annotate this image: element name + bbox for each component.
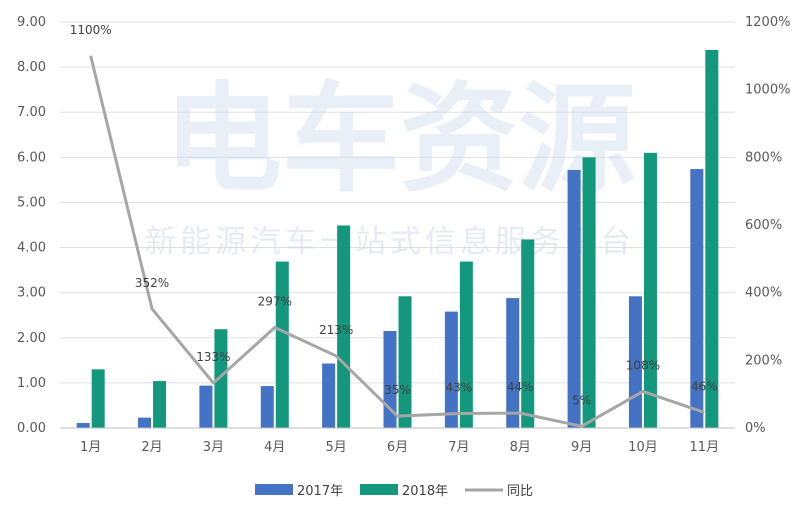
legend: 2017年 2018年 同比 [255,484,533,499]
bar-2017 [260,386,274,428]
y-right-tick-label: 800% [745,150,782,165]
bar-2017 [76,423,90,428]
x-tick-label: 7月 [448,440,469,455]
y-right-tick-label: 200% [745,353,782,368]
y-left-tick-label: 6.00 [17,150,46,165]
y-left-tick-label: 4.00 [17,241,46,256]
yoy-data-label: 133% [196,350,230,364]
x-tick-label: 4月 [264,440,285,455]
bar-2017 [138,417,152,428]
bar-2018 [153,381,167,428]
watermark: 电车资源 新能源汽车一站式信息服务平台 [145,70,636,260]
yoy-data-label: 297% [258,295,292,309]
bar-2018 [337,225,351,428]
x-tick-label: 1月 [80,440,101,455]
y-left-tick-label: 3.00 [17,286,46,301]
legend-label: 2018年 [402,484,448,499]
x-tick-label: 11月 [690,440,720,455]
yoy-data-label: 213% [319,323,353,337]
yoy-data-label: 108% [626,358,660,372]
bar-2017 [506,298,520,428]
y-right-tick-label: 0% [745,421,766,436]
axes: 0.00 1.00 2.00 3.00 4.00 5.00 6.00 7.00 8.00 9.00… [17,15,790,455]
yoy-data-label: 35% [384,383,411,397]
bar-2017 [322,363,336,428]
bar-2018 [398,296,412,428]
yoy-line [89,55,705,428]
x-tick-label: 6月 [387,440,408,455]
legend-label: 2017年 [297,484,343,499]
bar-2018 [459,261,473,428]
yoy-data-label: 43% [446,380,473,394]
watermark-brand: 电车资源 [164,70,636,208]
yoy-line-layer: 1100% 352% 133% 297% 213% 35% 43% 44% 5% 108% 46% [70,23,718,428]
bar-2017 [567,169,581,428]
x-tick-label: 10月 [628,440,658,455]
y-left-tick-label: 8.00 [17,60,46,75]
bar-2018 [91,369,105,428]
gridlines [60,21,735,429]
bar-2018 [214,329,228,428]
bar-2018 [643,152,657,429]
watermark-tagline: 新能源汽车一站式信息服务平台 [145,224,635,260]
x-tick-label: 3月 [203,440,224,455]
y-left-tick-label: 7.00 [17,105,46,120]
bar-2018 [275,261,289,428]
y-left-tick-label: 0.00 [17,421,46,436]
x-tick-label: 8月 [510,440,531,455]
y-right-tick-label: 600% [745,218,782,233]
bar-2018 [521,239,535,428]
bar-2017 [444,311,458,428]
x-tick-label: 5月 [325,440,346,455]
y-right-tick-label: 1200% [745,15,790,30]
bar-2018 [582,157,596,429]
x-tick-label: 9月 [571,440,592,455]
y-left-tick-label: 5.00 [17,195,46,210]
yoy-data-label: 352% [135,276,169,290]
y-right-tick-label: 1000% [745,83,790,98]
bar-2017 [690,169,704,428]
x-tick-label: 2月 [141,440,162,455]
legend-swatch [360,484,398,495]
legend-swatch [255,484,293,495]
bar-2018 [705,49,719,429]
bar-2017 [199,385,213,428]
legend-label: 同比 [507,484,533,499]
y-left-tick-label: 2.00 [17,331,46,346]
y-left-tick-label: 9.00 [17,15,46,30]
yoy-data-label: 46% [691,379,718,393]
yoy-data-label: 1100% [70,23,112,37]
y-right-tick-label: 400% [745,286,782,301]
yoy-data-label: 5% [572,393,591,407]
y-left-tick-label: 1.00 [17,376,46,391]
yoy-data-label: 44% [507,380,534,394]
